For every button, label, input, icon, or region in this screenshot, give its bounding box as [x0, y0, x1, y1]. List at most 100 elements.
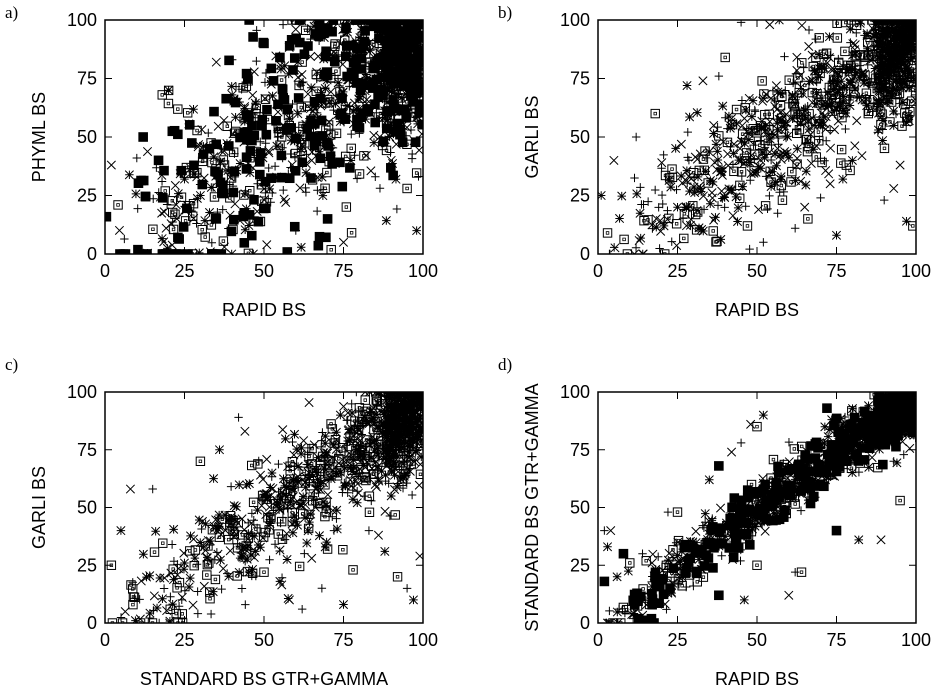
data-point-cross — [728, 211, 738, 221]
data-point-cross — [758, 96, 768, 106]
data-point-plus — [405, 464, 414, 473]
data-point-open-square — [679, 209, 690, 219]
data-point-cross — [681, 221, 692, 231]
data-point-plus — [278, 513, 288, 522]
data-point-plus — [312, 206, 322, 216]
data-point-plus — [302, 150, 311, 159]
data-point-open-square — [742, 221, 753, 231]
data-point-asterisk — [298, 492, 308, 502]
data-point-plus — [843, 20, 852, 25]
y-tick-label: 100 — [67, 382, 97, 402]
data-point-plus — [234, 413, 243, 422]
data-point-open-square-inner — [314, 89, 318, 93]
data-point-open-square-inner — [363, 475, 367, 479]
data-point-plus — [300, 20, 310, 25]
data-point-open-square-inner — [805, 149, 810, 154]
data-point-asterisk — [416, 452, 423, 462]
data-point-filled-square — [197, 179, 208, 190]
data-point-asterisk — [369, 138, 379, 148]
data-point-filled-square — [189, 160, 199, 171]
data-point-cross — [328, 505, 338, 516]
data-point-plus — [864, 81, 873, 90]
data-point-open-square-inner — [349, 231, 354, 235]
data-point-open-square-inner — [269, 515, 273, 519]
data-point-filled-square — [266, 173, 277, 183]
data-point-open-square-inner — [878, 110, 883, 114]
data-point-open-square — [346, 228, 357, 238]
data-point-cross — [744, 93, 754, 103]
data-point-cross — [343, 426, 353, 436]
data-point-open-square-inner — [363, 398, 367, 402]
data-point-asterisk — [360, 43, 371, 53]
data-point-open-square-inner — [289, 480, 293, 485]
data-point-asterisk — [204, 207, 215, 218]
data-point-asterisk — [729, 148, 739, 158]
data-point-open-square — [908, 20, 916, 25]
data-point-plus — [714, 71, 724, 81]
data-point-asterisk — [329, 440, 339, 450]
data-point-asterisk — [775, 150, 785, 160]
data-point-cross — [895, 80, 905, 90]
data-point-filled-square — [317, 131, 328, 141]
data-point-asterisk — [850, 84, 860, 94]
data-point-open-square — [694, 165, 704, 176]
data-point-open-square-inner — [324, 510, 328, 514]
data-point-asterisk — [272, 173, 282, 183]
data-point-cross — [388, 65, 398, 75]
data-point-cross — [356, 448, 366, 458]
data-point-cross — [307, 155, 317, 165]
data-point-asterisk — [380, 546, 390, 556]
data-point-open-square-inner — [205, 573, 209, 577]
data-point-open-square — [392, 572, 403, 582]
data-point-filled-square — [273, 99, 283, 110]
data-point-plus — [274, 459, 283, 469]
data-point-cross — [774, 114, 784, 124]
data-point-cross — [809, 121, 819, 131]
data-point-asterisk — [413, 395, 423, 405]
data-point-asterisk — [772, 118, 782, 128]
x-tick-label: 25 — [174, 630, 194, 650]
data-point-asterisk — [351, 104, 361, 114]
data-point-filled-square — [414, 99, 423, 109]
data-point-open-square — [403, 42, 413, 52]
data-point-cross — [707, 193, 718, 203]
data-point-plus — [846, 38, 855, 47]
data-point-asterisk — [682, 80, 692, 91]
data-point-asterisk — [289, 429, 300, 439]
data-point-open-square-inner — [364, 478, 368, 483]
data-point-plus — [385, 447, 394, 456]
data-point-plus — [237, 85, 246, 94]
data-point-cross — [264, 502, 275, 512]
data-point-plus — [659, 150, 668, 160]
data-point-open-square — [833, 67, 843, 78]
data-point-open-square — [863, 38, 873, 48]
data-point-plus — [741, 202, 750, 211]
data-point-open-square — [304, 451, 314, 462]
data-point-filled-square — [401, 113, 411, 123]
data-point-open-square — [313, 499, 323, 509]
data-point-open-square-inner — [208, 597, 212, 601]
data-point-filled-square — [384, 33, 394, 44]
data-point-asterisk — [357, 451, 367, 461]
data-point-asterisk — [411, 447, 421, 457]
data-point-open-square — [345, 477, 355, 487]
data-point-cross — [261, 509, 271, 520]
data-point-filled-square — [305, 131, 315, 142]
data-point-plus — [761, 172, 771, 181]
data-point-open-square — [259, 567, 269, 577]
data-point-filled-square — [310, 29, 321, 39]
data-point-cross — [417, 392, 423, 397]
data-point-plus — [405, 20, 414, 25]
data-point-plus — [193, 609, 203, 618]
data-point-filled-square — [249, 130, 260, 141]
data-point-open-square-inner — [152, 550, 157, 554]
data-point-open-square-inner — [405, 186, 409, 191]
data-point-asterisk — [265, 518, 275, 529]
data-point-open-square — [348, 565, 358, 575]
data-point-asterisk — [905, 35, 915, 45]
data-point-open-square — [875, 107, 886, 117]
data-point-asterisk — [272, 141, 282, 151]
data-point-plus — [278, 143, 287, 152]
data-point-asterisk — [862, 44, 872, 54]
data-point-cross — [634, 235, 644, 246]
